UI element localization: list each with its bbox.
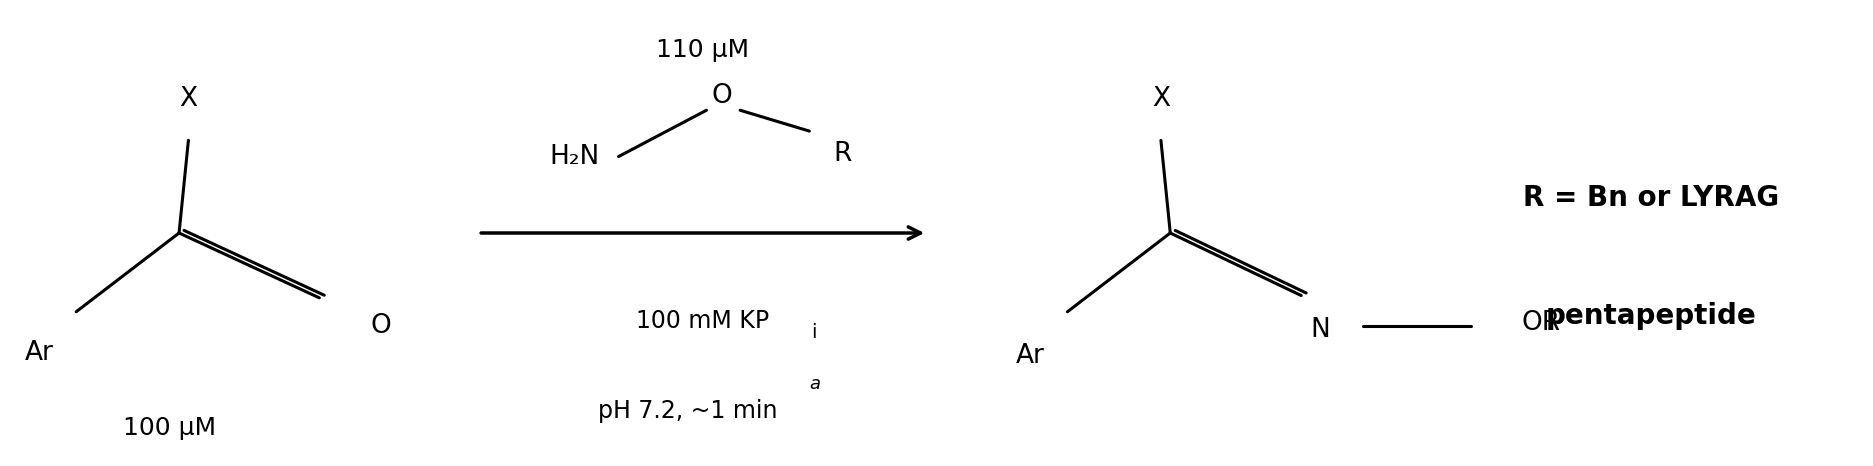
Text: Ar: Ar [1015, 343, 1045, 369]
Text: H₂N: H₂N [549, 144, 599, 170]
Text: 100 mM KP: 100 mM KP [637, 309, 770, 333]
Text: R = Bn or LYRAG: R = Bn or LYRAG [1523, 184, 1779, 212]
Text: O: O [371, 313, 391, 339]
Text: a: a [809, 375, 820, 392]
Text: 110 μM: 110 μM [656, 38, 749, 62]
Text: pH 7.2, ~1 min: pH 7.2, ~1 min [597, 399, 777, 423]
Text: X: X [180, 86, 197, 112]
Text: N: N [1309, 317, 1330, 343]
Text: 100 μM: 100 μM [124, 416, 215, 439]
Text: X: X [1152, 86, 1171, 112]
Text: Ar: Ar [24, 341, 52, 366]
Text: R: R [833, 141, 852, 167]
Text: O: O [712, 83, 732, 110]
Text: pentapeptide: pentapeptide [1545, 302, 1757, 330]
Text: i: i [811, 323, 817, 342]
Text: OR: OR [1523, 310, 1560, 336]
